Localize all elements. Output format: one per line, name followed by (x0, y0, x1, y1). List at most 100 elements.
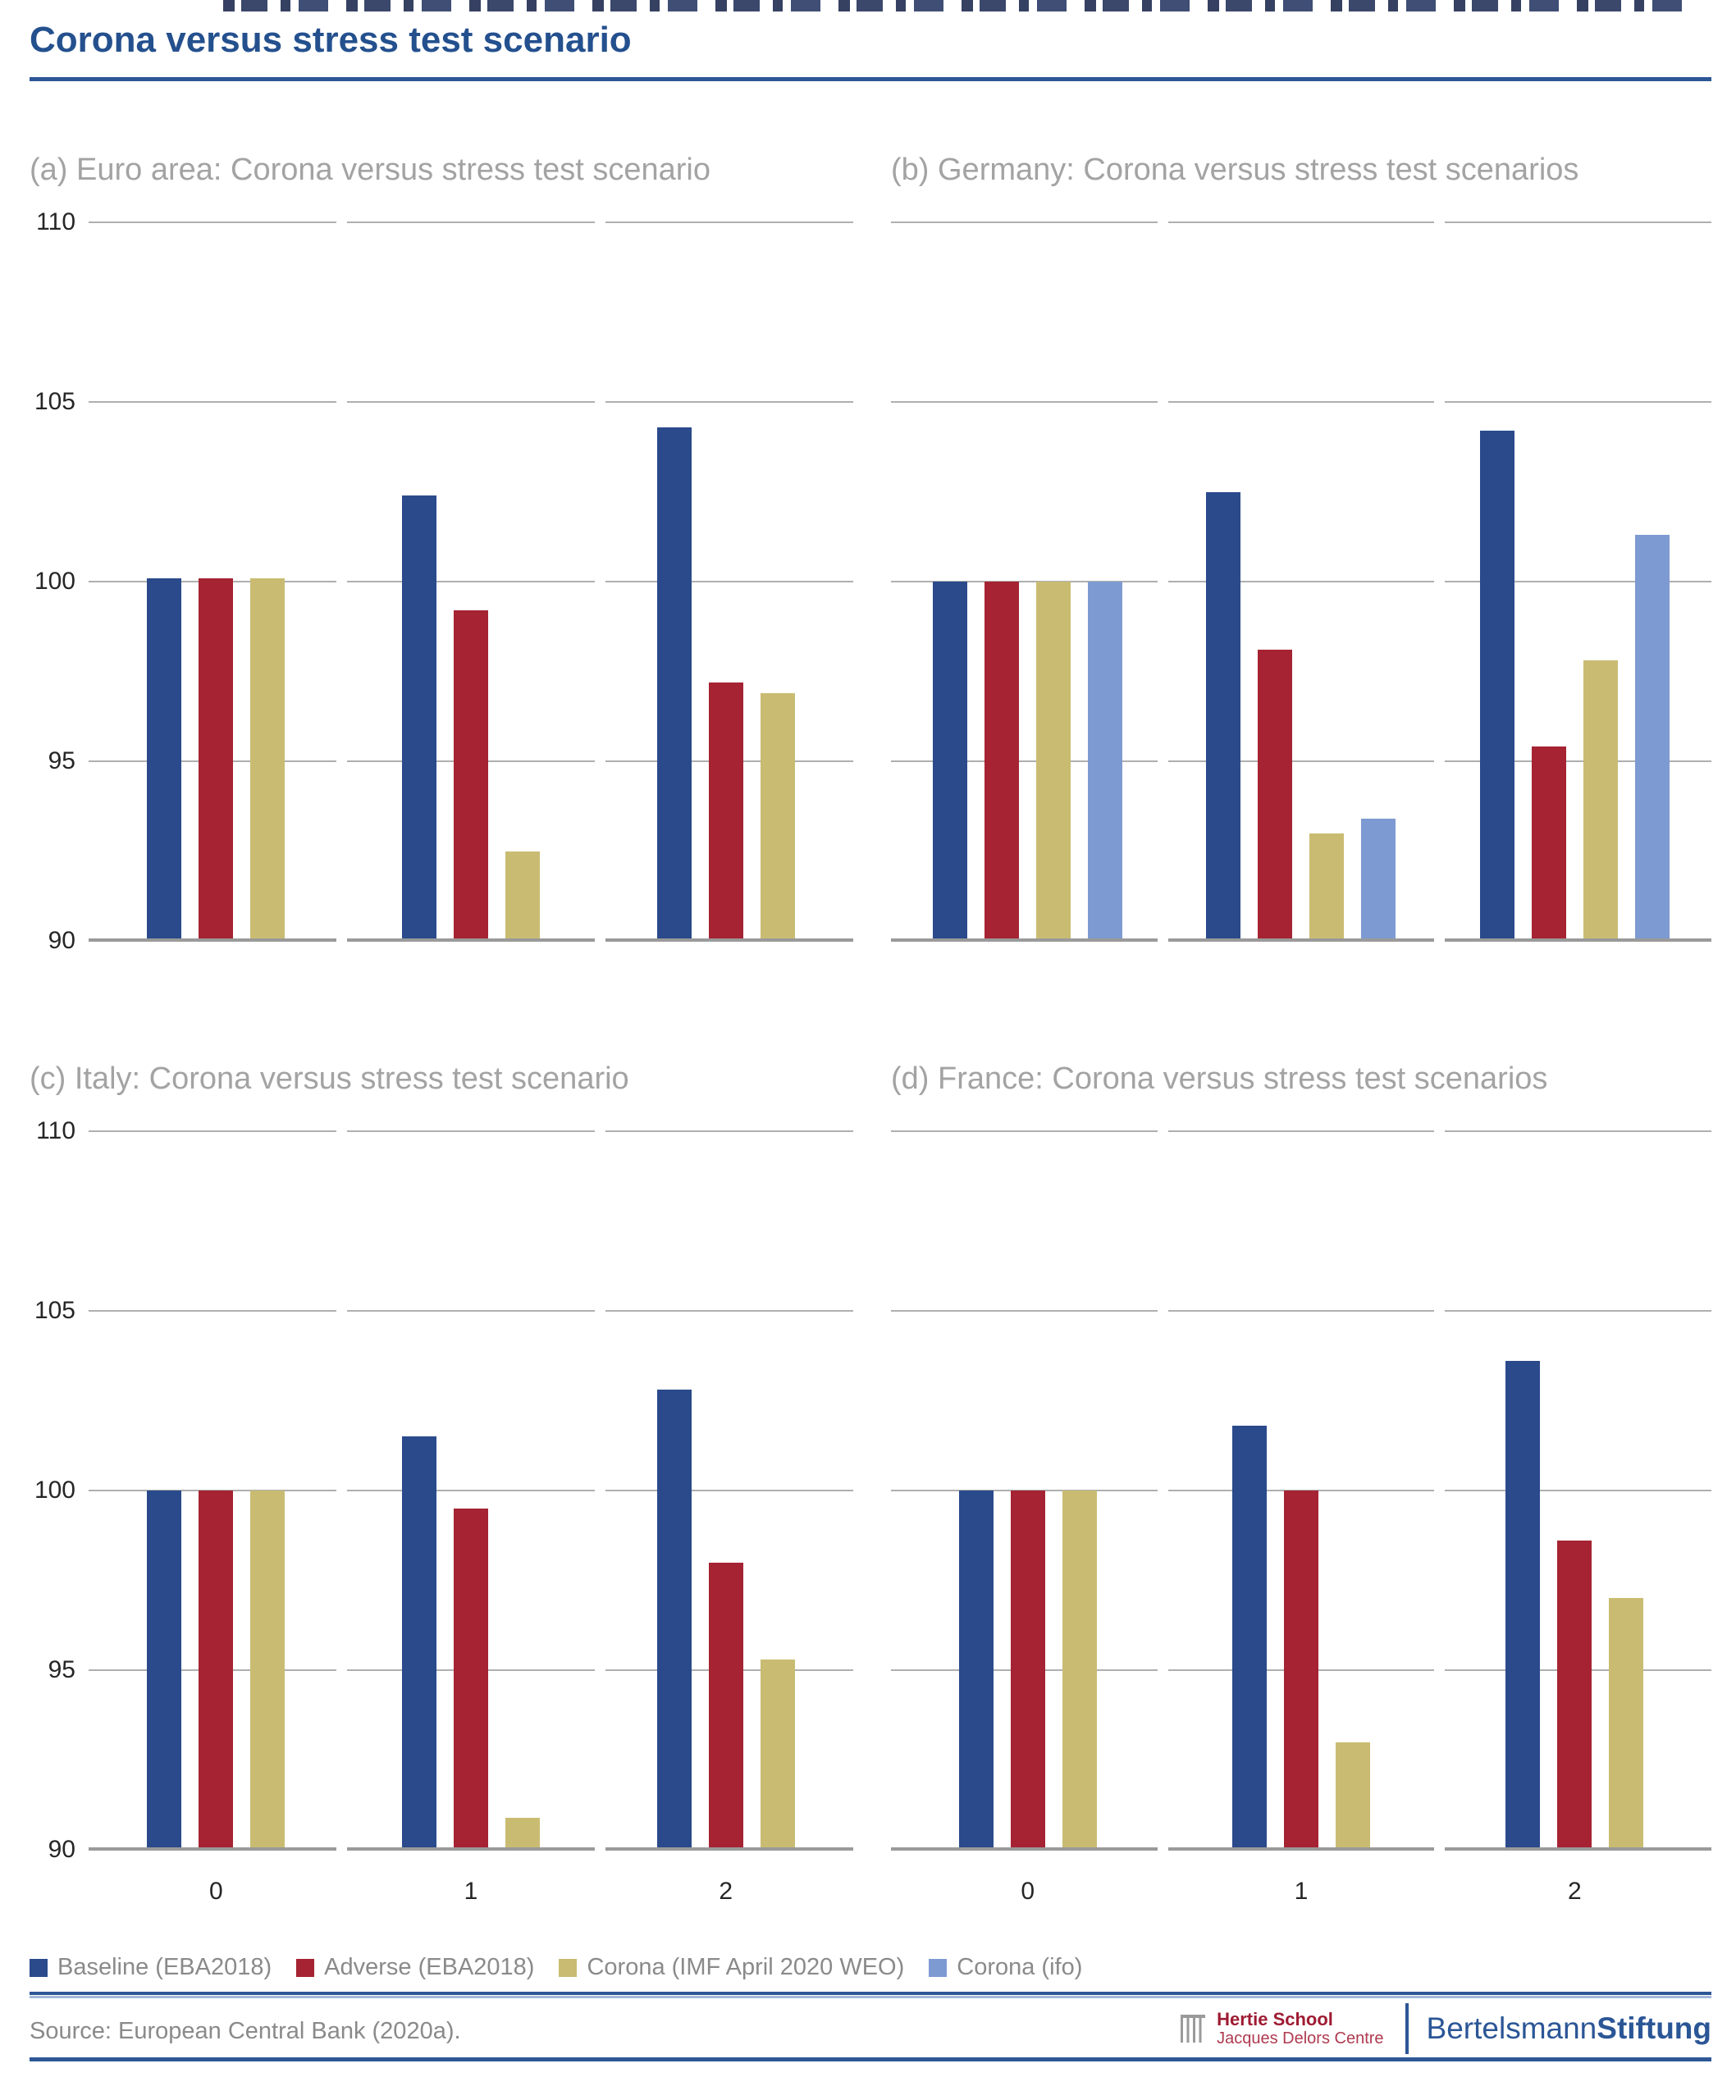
plot-area-c: 110 105 100 95 90 0 1 2 (34, 1117, 853, 1905)
bar (1583, 660, 1618, 941)
bar (656, 427, 692, 941)
gridline-segment (1445, 938, 1712, 942)
gridline-segment (347, 401, 595, 403)
gridline-segment (1167, 1130, 1435, 1132)
gridline-segment (347, 581, 595, 582)
legend-swatch (296, 1958, 315, 1977)
gridline-segment (605, 221, 853, 223)
y-tick-label-100: 100 (34, 1477, 75, 1504)
legend-item: Adverse (EBA2018) (296, 1954, 534, 1981)
bar (933, 582, 968, 941)
x-tick-label-2: 2 (719, 1878, 733, 1905)
gridline-105 (891, 1310, 1712, 1312)
bar (147, 578, 182, 941)
gridline-segment (1167, 581, 1435, 582)
x-axis-line (89, 1847, 853, 1851)
gridline-segment (605, 1310, 853, 1312)
bar-group-1 (344, 1131, 599, 1850)
legend-swatch (929, 1958, 948, 1977)
gridline-segment (89, 1130, 336, 1132)
gridline-segment (347, 1310, 595, 1312)
bar (1088, 582, 1123, 941)
bar (505, 851, 540, 941)
bar (453, 610, 488, 941)
gridline-segment (1167, 1847, 1435, 1851)
bar (1335, 1742, 1370, 1850)
x-tick-label-0: 0 (208, 1878, 223, 1905)
y-tick-label-110: 110 (36, 1117, 75, 1144)
gridline-segment (1167, 221, 1435, 223)
bar (401, 495, 436, 941)
chart-grid: (a) Euro area: Corona versus stress test… (30, 150, 1712, 1905)
bar (453, 1508, 488, 1850)
bar (147, 1491, 182, 1850)
bar (1557, 1541, 1592, 1850)
y-tick-label-105: 105 (34, 388, 75, 415)
hertie-school-label: Hertie School (1217, 2008, 1333, 2029)
legend-label: Baseline (EBA2018) (57, 1954, 272, 1980)
legend-item: Corona (ifo) (929, 1954, 1082, 1981)
bar (250, 578, 286, 941)
bar-group-1 (1164, 222, 1437, 941)
bar-group-0 (891, 1131, 1164, 1850)
bar (1609, 1598, 1644, 1850)
bar-group-2 (598, 1131, 853, 1850)
legend-label: Corona (ifo) (957, 1954, 1083, 1980)
x-axis-labels: 0 1 2 (891, 1878, 1711, 1906)
bar (505, 1817, 540, 1850)
bar (1634, 535, 1670, 941)
x-axis-line (89, 938, 853, 942)
bar-group-0 (89, 222, 344, 941)
title-divider (30, 77, 1711, 81)
stiftung-label: Stiftung (1597, 2011, 1711, 2045)
gridline-segment (891, 401, 1158, 403)
gridline-110 (89, 1130, 853, 1132)
bar (1505, 1361, 1541, 1850)
gridline-segment (1167, 938, 1435, 942)
gridline-105 (89, 1310, 853, 1312)
gridline-segment (891, 938, 1158, 942)
x-axis-line (891, 938, 1712, 942)
legend: Baseline (EBA2018) Adverse (EBA2018) Coron… (30, 1954, 1082, 1981)
jacques-delors-centre-label: Jacques Delors Centre (1217, 2029, 1384, 2048)
chart-panel-a: (a) Euro area: Corona versus stress test… (30, 150, 853, 954)
gridline-95 (891, 760, 1712, 762)
bar (1010, 1491, 1045, 1850)
bar (199, 578, 234, 941)
gridline-segment (1445, 1847, 1712, 1851)
plot-area-a: 110 105 100 95 90 (34, 208, 853, 954)
x-axis-labels: 0 1 2 (89, 1878, 853, 1906)
chart-title-d: (d) France: Corona versus stress test sc… (891, 1061, 1548, 1096)
bar (708, 1562, 743, 1850)
bar (1062, 1491, 1097, 1850)
bar (401, 1436, 436, 1850)
bar-group-0 (89, 1131, 344, 1850)
y-tick-label-105: 105 (34, 1297, 75, 1324)
bar-group-1 (344, 222, 599, 941)
footer-logos: Hertie School Jacques Delors Centre Bert… (1181, 2000, 1711, 2057)
gridline-segment (1445, 1490, 1712, 1491)
gridline-segment (891, 1130, 1158, 1132)
x-tick-label-1: 1 (464, 1878, 478, 1905)
x-axis-line (891, 1847, 1712, 1851)
cropped-text-artifact (223, 0, 1683, 11)
gridline-segment (891, 760, 1158, 762)
bottom-divider (30, 2057, 1711, 2061)
gridline-105 (891, 401, 1712, 403)
gridline-segment (891, 221, 1158, 223)
bar (958, 1491, 994, 1850)
source-note: Source: European Central Bank (2020a). (30, 2018, 461, 2044)
x-tick-label-1: 1 (1294, 1878, 1309, 1905)
gridline-segment (605, 1130, 853, 1132)
y-tick-label-95: 95 (48, 1656, 75, 1683)
bar (984, 582, 1020, 941)
y-tick-label-90: 90 (48, 927, 75, 954)
gridline-segment (891, 1310, 1158, 1312)
gridline-segment (347, 1130, 595, 1132)
gridline-segment (1445, 1130, 1712, 1132)
plot-area-b (891, 221, 1712, 942)
bar-group-1 (1164, 1131, 1437, 1850)
bar (708, 682, 743, 941)
gridline-segment (1445, 401, 1712, 403)
chart-panel-b: (b) Germany: Corona versus stress test s… (891, 150, 1712, 942)
